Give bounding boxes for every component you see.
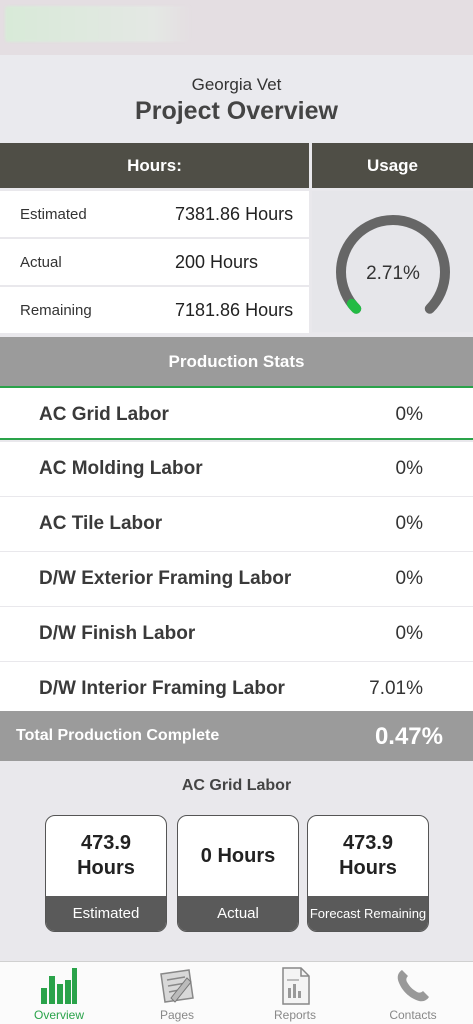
total-label: Total Production Complete: [16, 727, 220, 744]
production-pct: 0%: [395, 568, 423, 589]
card-value: 0 Hours: [200, 844, 276, 867]
production-name: D/W Finish Labor: [39, 623, 196, 644]
tab-label: Reports: [273, 1008, 317, 1022]
phone-icon: [397, 970, 429, 1002]
actual-card: 0 Hours Actual: [177, 815, 299, 932]
gauge-track: [336, 215, 450, 314]
production-row[interactable]: AC Molding Labor 0%: [0, 442, 473, 496]
total-value: 0.47%: [374, 723, 443, 750]
tab-pages[interactable]: Pages: [118, 962, 236, 1024]
page-header: Georgia Vet Project Overview: [0, 55, 473, 143]
production-name: AC Grid Labor: [39, 404, 169, 425]
tab-bar: Overview Pages Reports Contacts: [0, 961, 473, 1024]
production-row[interactable]: D/W Exterior Framing Labor 0%: [0, 552, 473, 606]
card-label: Estimated: [46, 896, 166, 931]
tab-contacts[interactable]: Contacts: [354, 962, 472, 1024]
usage-header: Usage: [312, 143, 473, 188]
card-label: Forecast Remaining: [308, 896, 428, 931]
production-pct: 7.01%: [369, 678, 423, 699]
hours-row-estimated: Estimated 7381.86 Hours: [0, 191, 309, 237]
production-name: AC Tile Labor: [39, 513, 163, 534]
usage-gauge: 2.71%: [336, 215, 450, 314]
production-pct: 0%: [395, 513, 423, 534]
card-value: 473.9 Hours: [77, 832, 135, 879]
page-title: Project Overview: [135, 97, 338, 125]
bar-chart-icon: [41, 968, 77, 1004]
document-icon: [282, 967, 310, 1005]
production-row[interactable]: D/W Interior Framing Labor 7.01%: [0, 662, 473, 716]
hours-label: Actual: [20, 254, 62, 271]
blueprint-icon: [160, 969, 194, 1003]
hours-row-actual: Actual 200 Hours: [0, 239, 309, 285]
tab-overview[interactable]: Overview: [0, 962, 118, 1024]
production-name: AC Molding Labor: [39, 458, 203, 479]
hours-value: 200 Hours: [175, 252, 259, 272]
hours-row-remaining: Remaining 7181.86 Hours: [0, 287, 309, 333]
blurred-status-content: [5, 6, 190, 42]
card-value: 473.9 Hours: [339, 832, 397, 879]
project-name: Georgia Vet: [191, 75, 282, 94]
tab-label: Contacts: [389, 1008, 437, 1022]
usage-gauge-panel: 2.71%: [312, 191, 473, 332]
hours-value: 7381.86 Hours: [175, 204, 294, 224]
production-name: D/W Exterior Framing Labor: [39, 568, 292, 589]
hours-label: Remaining: [20, 302, 92, 319]
production-row[interactable]: AC Tile Labor 0%: [0, 497, 473, 551]
total-production-bar: Total Production Complete 0.47%: [0, 711, 473, 761]
hours-value: 7181.86 Hours: [175, 300, 294, 320]
forecast-remaining-card: 473.9 Hours Forecast Remaining: [307, 815, 429, 932]
production-pct: 0%: [395, 458, 423, 479]
status-bar: [0, 0, 473, 55]
production-pct: 0%: [395, 404, 423, 425]
production-pct: 0%: [395, 623, 423, 644]
tab-reports[interactable]: Reports: [236, 962, 354, 1024]
production-name: D/W Interior Framing Labor: [39, 678, 285, 699]
hours-header: Hours:: [0, 143, 309, 188]
tab-label: Overview: [33, 1008, 84, 1022]
production-row-selected[interactable]: AC Grid Labor 0%: [0, 386, 473, 440]
usage-percent: 2.71%: [366, 263, 420, 284]
hours-label: Estimated: [20, 206, 87, 223]
production-row[interactable]: D/W Finish Labor 0%: [0, 607, 473, 661]
gauge-progress: [346, 298, 362, 314]
tab-label: Pages: [159, 1008, 195, 1022]
estimated-card: 473.9 Hours Estimated: [45, 815, 167, 932]
detail-title: AC Grid Labor: [181, 777, 292, 794]
card-label: Actual: [178, 896, 298, 931]
production-stats-header: Production Stats: [0, 337, 473, 386]
